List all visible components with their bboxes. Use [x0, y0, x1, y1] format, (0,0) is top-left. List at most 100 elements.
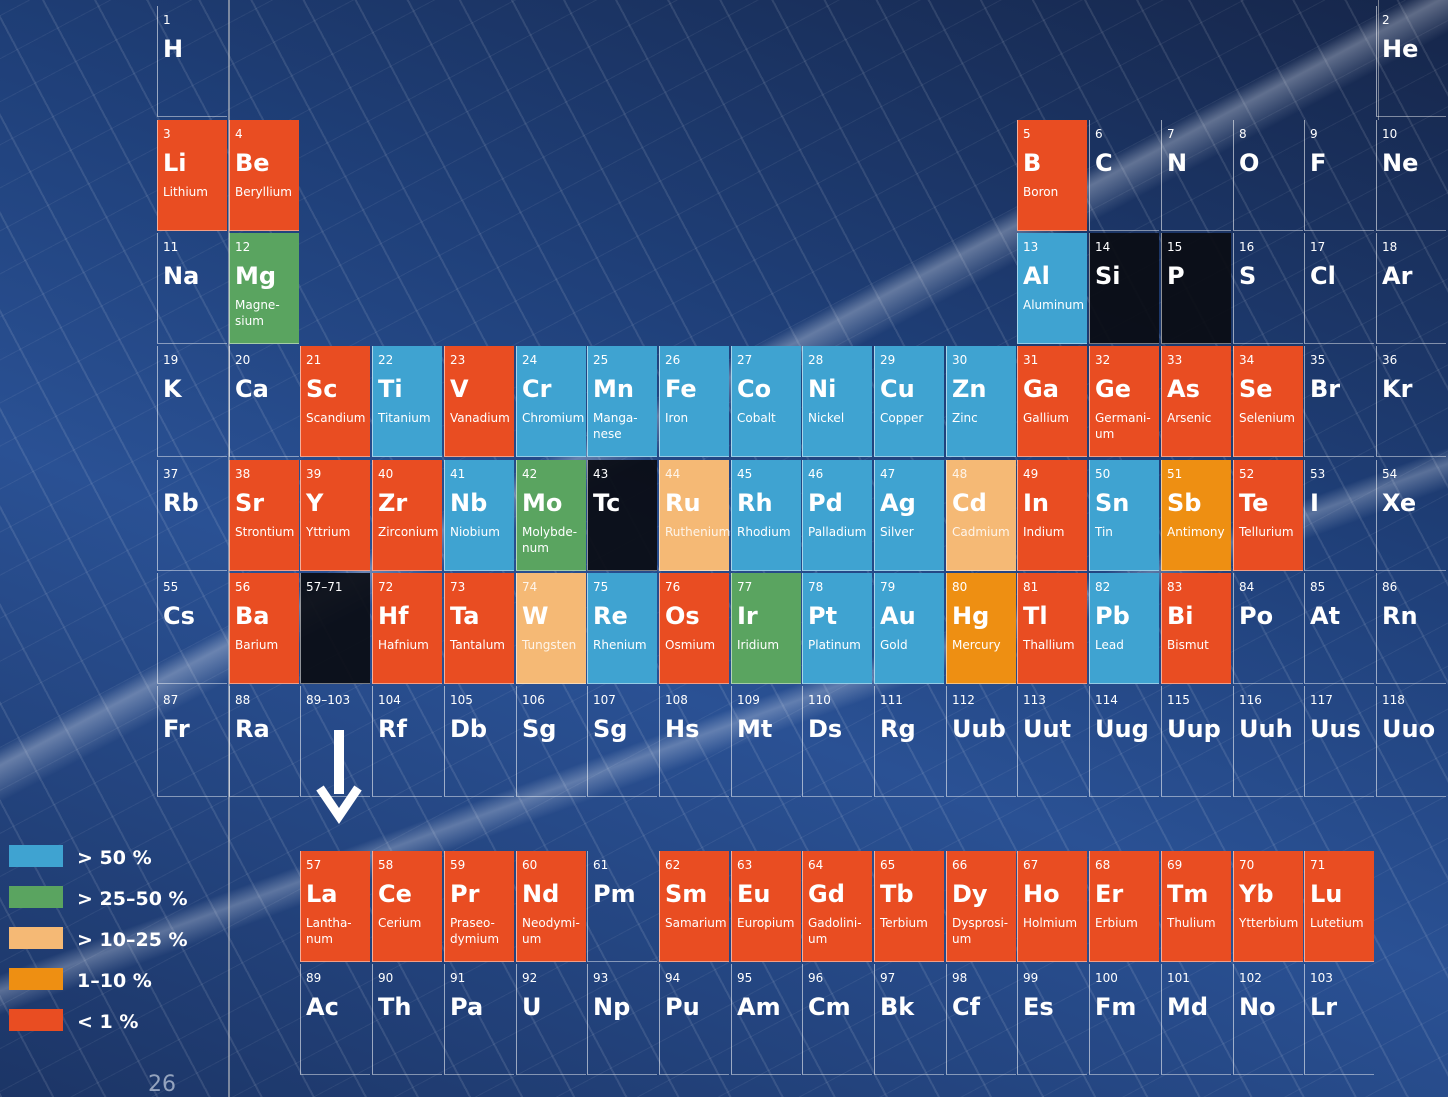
element-symbol: Cf — [952, 993, 981, 1021]
element-name: Titanium — [378, 411, 431, 425]
element-cell: 26 Fe Iron — [659, 346, 729, 457]
element-name: Bismut — [1167, 638, 1209, 652]
element-cell: 39 Y Yttrium — [300, 460, 370, 571]
element-symbol: Gd — [808, 880, 845, 908]
legend-swatch — [9, 927, 63, 949]
element-symbol: Al — [1023, 262, 1050, 290]
element-cell: 19 K — [157, 346, 227, 457]
element-symbol: Ac — [306, 993, 339, 1021]
element-name: Tin — [1095, 525, 1113, 539]
atomic-number: 56 — [235, 580, 251, 594]
atomic-number: 94 — [665, 971, 681, 985]
element-cell: 96 Cm — [802, 964, 872, 1075]
element-cell: 42 Mo Molybde- num — [516, 460, 586, 571]
legend-swatch — [9, 968, 63, 990]
atomic-number: 5 — [1023, 127, 1031, 141]
element-cell: 98 Cf — [946, 964, 1016, 1075]
atomic-number: 97 — [880, 971, 896, 985]
element-symbol: Pa — [450, 993, 484, 1021]
atomic-number: 85 — [1310, 580, 1326, 594]
element-cell: 49 In Indium — [1017, 460, 1087, 571]
element-symbol: Eu — [737, 880, 771, 908]
element-name: Aluminum — [1023, 298, 1085, 312]
element-symbol: Rf — [378, 715, 407, 743]
element-symbol: Ir — [737, 602, 758, 630]
atomic-number: 78 — [808, 580, 824, 594]
atomic-number: 100 — [1095, 971, 1118, 985]
element-cell: 27 Co Cobalt — [731, 346, 801, 457]
element-symbol: Uup — [1167, 715, 1221, 743]
element-cell: 117 Uus — [1304, 686, 1374, 797]
element-cell: 54 Xe — [1376, 460, 1446, 571]
frame-divider-right — [1378, 0, 1379, 120]
atomic-number: 73 — [450, 580, 466, 594]
element-cell: 114 Uug — [1089, 686, 1159, 797]
atomic-number: 2 — [1382, 13, 1390, 27]
element-symbol: Fe — [665, 375, 697, 403]
atomic-number: 39 — [306, 467, 322, 481]
element-symbol: Sg — [522, 715, 557, 743]
element-symbol: Es — [1023, 993, 1054, 1021]
element-cell: 58 Ce Cerium — [372, 851, 442, 962]
element-symbol: O — [1239, 149, 1260, 177]
element-cell: 75 Re Rhenium — [587, 573, 657, 684]
atomic-number: 13 — [1023, 240, 1039, 254]
element-symbol: Mt — [737, 715, 773, 743]
atomic-number: 109 — [737, 693, 760, 707]
element-name: Thulium — [1167, 916, 1216, 930]
element-symbol: Ce — [378, 880, 412, 908]
element-symbol: Np — [593, 993, 631, 1021]
element-symbol: Cl — [1310, 262, 1336, 290]
atomic-number: 24 — [522, 353, 538, 367]
element-symbol: Tl — [1023, 602, 1048, 630]
element-name: Silver — [880, 525, 914, 539]
element-cell: 105 Db — [444, 686, 514, 797]
element-symbol: Rh — [737, 489, 773, 517]
element-symbol: Db — [450, 715, 488, 743]
element-symbol: Ra — [235, 715, 270, 743]
element-cell: 113 Uut — [1017, 686, 1087, 797]
element-name: Gadolini- um — [808, 916, 862, 946]
element-cell: 65 Tb Terbium — [874, 851, 944, 962]
atomic-number: 60 — [522, 858, 538, 872]
element-symbol: Ba — [235, 602, 270, 630]
atomic-number: 15 — [1167, 240, 1183, 254]
atomic-number: 6 — [1095, 127, 1103, 141]
element-symbol: Uug — [1095, 715, 1149, 743]
atomic-number: 70 — [1239, 858, 1255, 872]
atomic-number: 25 — [593, 353, 609, 367]
element-name: Platinum — [808, 638, 861, 652]
atomic-number: 110 — [808, 693, 831, 707]
element-cell: 78 Pt Platinum — [802, 573, 872, 684]
atomic-number: 20 — [235, 353, 251, 367]
atomic-number: 118 — [1382, 693, 1405, 707]
atomic-number: 54 — [1382, 467, 1398, 481]
element-name: Cadmium — [952, 525, 1010, 539]
atomic-number: 31 — [1023, 353, 1039, 367]
element-cell: 56 Ba Barium — [229, 573, 299, 684]
element-cell: 116 Uuh — [1233, 686, 1303, 797]
element-cell: 29 Cu Copper — [874, 346, 944, 457]
element-cell: 60 Nd Neodymi- um — [516, 851, 586, 962]
atomic-number: 49 — [1023, 467, 1039, 481]
element-cell: 69 Tm Thulium — [1161, 851, 1231, 962]
element-cell: 22 Ti Titanium — [372, 346, 442, 457]
element-cell: 80 Hg Mercury — [946, 573, 1016, 684]
element-cell: 89–103 — [300, 686, 370, 797]
atomic-number: 32 — [1095, 353, 1111, 367]
element-symbol: Ge — [1095, 375, 1131, 403]
element-cell: 37 Rb — [157, 460, 227, 571]
element-name: Copper — [880, 411, 924, 425]
element-name: Tantalum — [450, 638, 505, 652]
element-symbol: He — [1382, 35, 1419, 63]
element-cell: 34 Se Selenium — [1233, 346, 1303, 457]
element-symbol: Se — [1239, 375, 1273, 403]
atomic-number: 90 — [378, 971, 394, 985]
element-name: Neodymi- um — [522, 916, 580, 946]
element-name: Ytterbium — [1239, 916, 1299, 930]
atomic-number: 36 — [1382, 353, 1398, 367]
legend-label: < 1 % — [77, 1011, 139, 1033]
element-name: Gallium — [1023, 411, 1069, 425]
element-name: Erbium — [1095, 916, 1138, 930]
